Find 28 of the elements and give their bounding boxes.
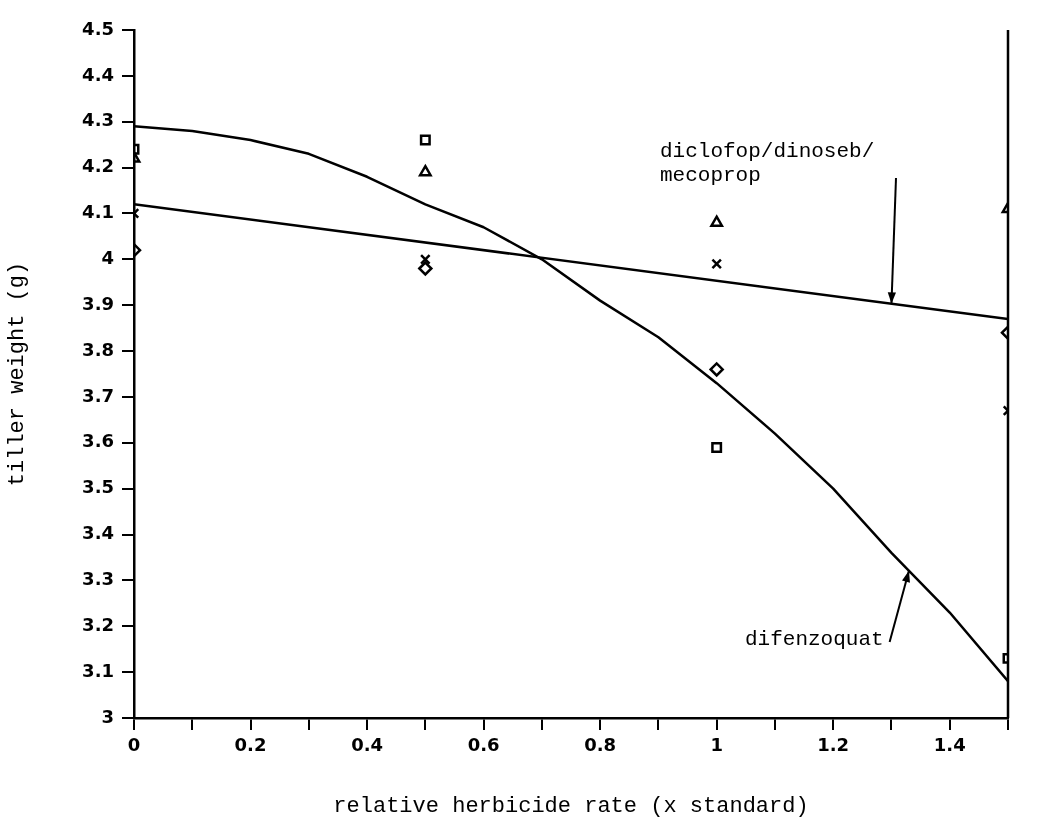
y-tick-label: 4.1 — [82, 201, 114, 223]
y-tick-label: 3.9 — [82, 292, 114, 314]
y-tick-label: 4.4 — [82, 63, 114, 85]
y-tick-label: 3 — [101, 705, 114, 727]
y-tick-label: 3.4 — [82, 522, 114, 544]
x-tick-label: 1.2 — [817, 734, 850, 756]
text: difenzoquat — [745, 628, 884, 652]
y-tick-label: 3.2 — [82, 613, 114, 635]
y-tick-label: 3.6 — [82, 430, 114, 452]
x-tick-label: 0.4 — [351, 734, 384, 756]
y-tick-label: 4.2 — [82, 155, 114, 177]
x-axis-title: relative herbicide rate (x standard) — [333, 793, 809, 819]
y-tick-label: 4 — [101, 247, 114, 269]
y-tick-label: 3.8 — [82, 338, 114, 360]
y-tick-label: 3.5 — [82, 476, 114, 498]
y-axis-title: tiller weight (g) — [5, 261, 31, 487]
y-tick-label: 3.3 — [82, 568, 114, 590]
x-tick-label: 0 — [127, 734, 141, 756]
text: diclofop/dinoseb/mecoprop — [660, 140, 876, 188]
x-tick-label: 1.4 — [933, 734, 966, 756]
x-tick-label: 0.8 — [584, 734, 617, 756]
y-tick-label: 4.5 — [82, 17, 114, 39]
y-tick-label: 3.1 — [82, 659, 114, 681]
x-tick-label: 0.2 — [234, 734, 267, 756]
x-tick-label: 1 — [710, 734, 723, 756]
y-tick-label: 3.7 — [82, 384, 114, 406]
x-tick-label: 0.6 — [467, 734, 500, 756]
y-tick-label: 4.3 — [82, 109, 114, 131]
